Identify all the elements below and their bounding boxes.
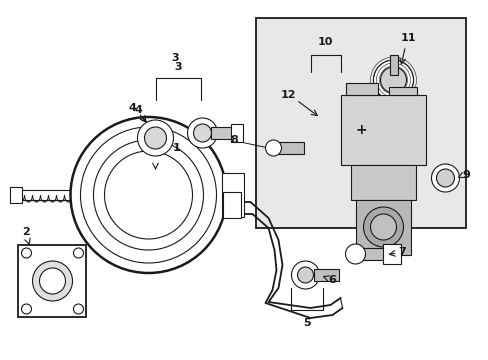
Bar bbox=[221, 173, 243, 217]
Text: 9: 9 bbox=[462, 170, 469, 180]
Circle shape bbox=[297, 267, 313, 283]
Bar bbox=[389, 55, 397, 75]
Text: 3: 3 bbox=[171, 53, 179, 63]
Text: 6: 6 bbox=[328, 275, 336, 285]
Text: 8: 8 bbox=[230, 135, 238, 145]
Circle shape bbox=[21, 304, 31, 314]
Circle shape bbox=[430, 164, 459, 192]
Text: 5: 5 bbox=[302, 318, 310, 328]
Circle shape bbox=[70, 117, 226, 273]
Bar bbox=[350, 165, 415, 200]
Circle shape bbox=[380, 67, 406, 93]
Bar bbox=[387, 87, 416, 95]
Text: 10: 10 bbox=[317, 37, 332, 47]
Bar bbox=[382, 244, 400, 264]
Circle shape bbox=[73, 304, 83, 314]
Circle shape bbox=[21, 248, 31, 258]
Bar bbox=[210, 127, 238, 139]
Bar bbox=[268, 142, 303, 154]
Bar bbox=[355, 200, 409, 255]
Text: 7: 7 bbox=[398, 247, 406, 257]
Bar bbox=[313, 269, 338, 281]
Bar bbox=[10, 187, 22, 203]
Circle shape bbox=[265, 140, 281, 156]
Circle shape bbox=[373, 60, 413, 100]
Circle shape bbox=[73, 248, 83, 258]
Circle shape bbox=[436, 169, 453, 187]
Circle shape bbox=[193, 124, 211, 142]
Bar bbox=[340, 95, 425, 165]
Text: 4: 4 bbox=[128, 103, 136, 113]
Bar bbox=[19, 245, 86, 317]
Bar bbox=[345, 83, 377, 95]
Circle shape bbox=[363, 207, 403, 247]
Circle shape bbox=[291, 261, 319, 289]
Circle shape bbox=[144, 127, 166, 149]
Text: +: + bbox=[355, 123, 366, 137]
Bar bbox=[222, 192, 240, 218]
Text: 2: 2 bbox=[22, 227, 30, 237]
Bar bbox=[230, 124, 242, 142]
Text: 11: 11 bbox=[400, 33, 415, 43]
Circle shape bbox=[137, 120, 173, 156]
Circle shape bbox=[370, 214, 396, 240]
Circle shape bbox=[345, 244, 365, 264]
Circle shape bbox=[32, 261, 72, 301]
Text: 1: 1 bbox=[172, 143, 180, 153]
Text: 4: 4 bbox=[134, 105, 142, 115]
Bar bbox=[255, 18, 465, 228]
Circle shape bbox=[187, 118, 217, 148]
Text: 12: 12 bbox=[280, 90, 296, 100]
Circle shape bbox=[40, 268, 65, 294]
Text: 3: 3 bbox=[174, 62, 182, 72]
Bar bbox=[355, 248, 386, 260]
